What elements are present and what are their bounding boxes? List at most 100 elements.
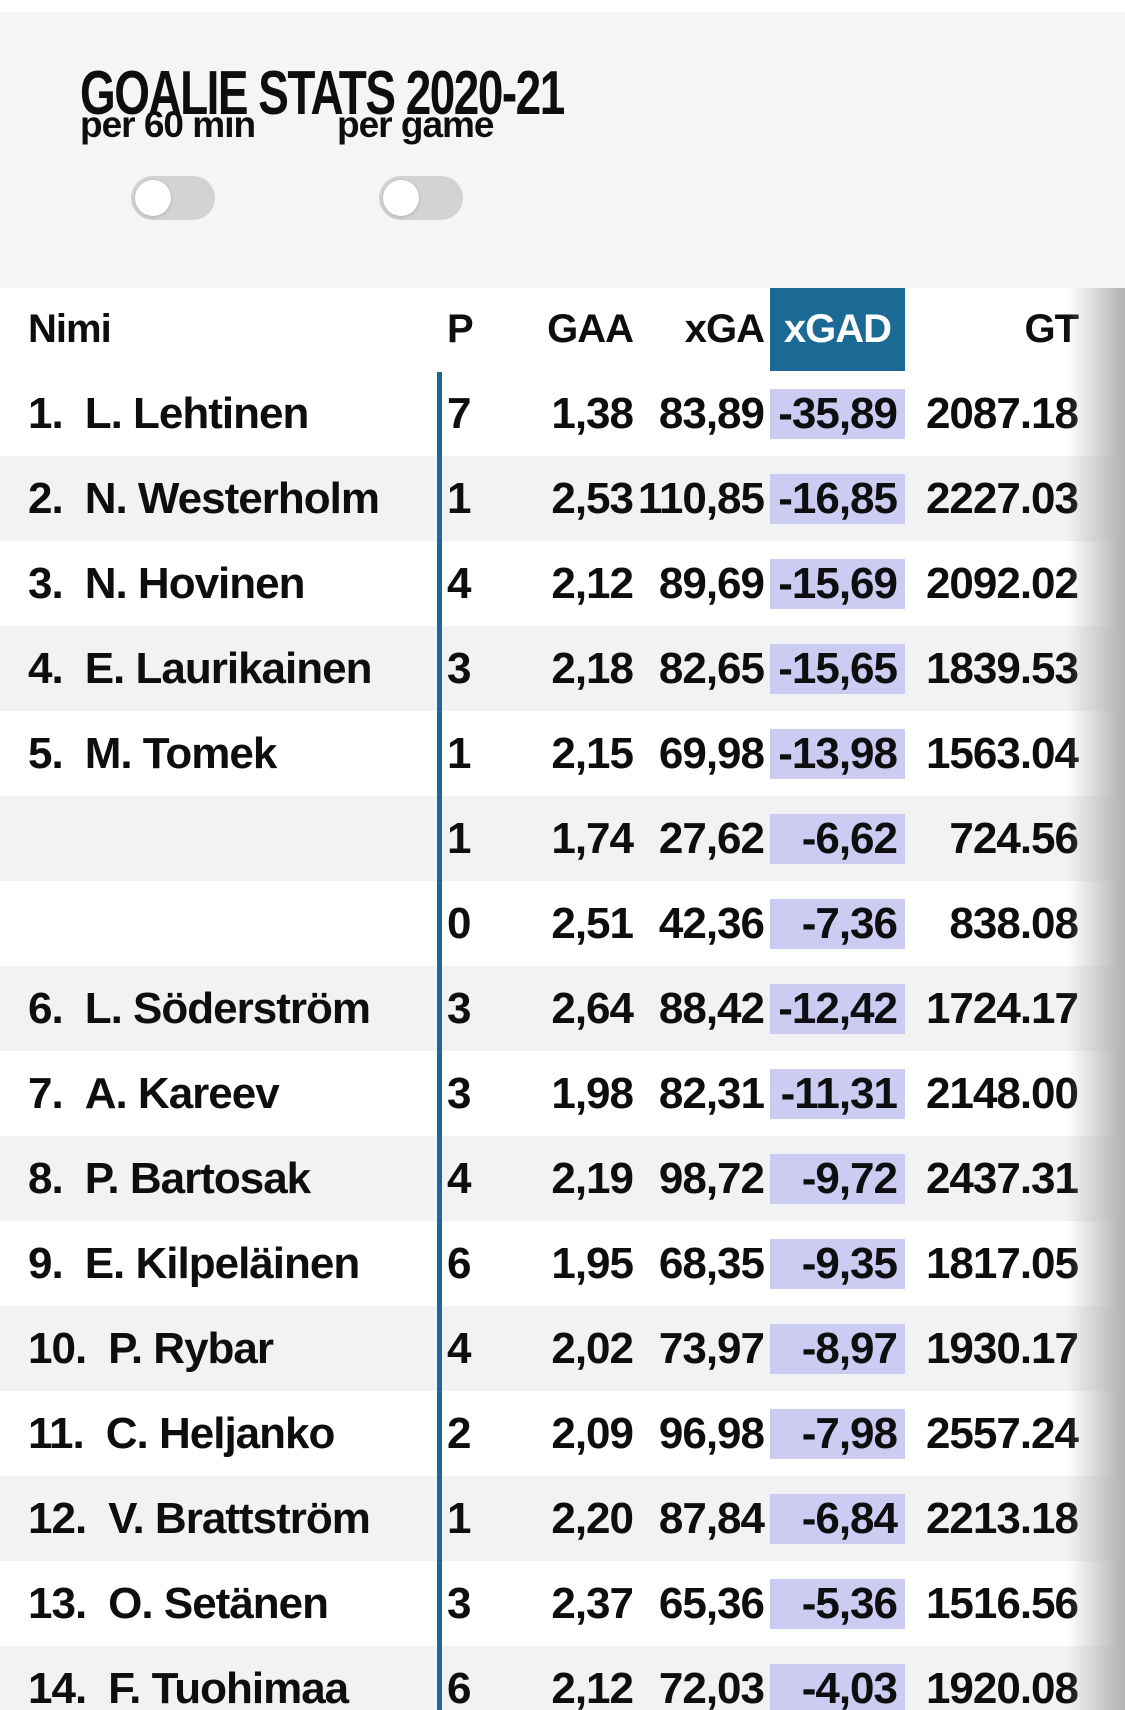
p-cell: 1 xyxy=(447,473,471,523)
table-row: 5. M. Tomek 1 2,15 69,98 -13,98 1563.04 xyxy=(0,711,1125,796)
gaa-cell: 1,95 xyxy=(551,1238,634,1288)
p-cell: 3 xyxy=(447,1578,471,1628)
gt-cell: 2227.03 xyxy=(925,473,1079,523)
player-name: E. Kilpeläinen xyxy=(84,1238,361,1288)
table-body: 1. L. Lehtinen 7 1,38 83,89 -35,89 2087.18 2. N.… xyxy=(0,371,1125,1710)
table-row: 11. C. Heljanko 2 2,09 96,98 -7,98 2557.24 xyxy=(0,1391,1125,1476)
player-rank: 1. xyxy=(28,388,64,438)
per-game-toggle[interactable] xyxy=(379,176,463,220)
gaa-cell: 2,12 xyxy=(551,558,634,608)
goalie-stats-table[interactable]: Nimi P GAA xGA xGAD GT 1. L. Lehtinen 7 1,3… xyxy=(0,288,1125,1710)
player-rank: 3. xyxy=(28,558,64,608)
player-rank: 13. xyxy=(28,1578,87,1628)
gt-cell: 724.56 xyxy=(949,813,1079,863)
player-name: A. Kareev xyxy=(84,1068,280,1118)
player-name: N. Westerholm xyxy=(84,473,380,523)
column-header-xgad-selected[interactable]: xGAD xyxy=(770,288,905,371)
player-rank: 4. xyxy=(28,643,64,693)
gaa-cell: 2,18 xyxy=(551,643,634,693)
player-name: P. Rybar xyxy=(108,1323,274,1373)
xgad-cell: -5,36 xyxy=(770,1578,905,1629)
gt-cell: 1817.05 xyxy=(925,1238,1079,1288)
xga-cell: 68,35 xyxy=(658,1238,765,1288)
xga-cell: 82,65 xyxy=(658,643,765,693)
table-row: 9. E. Kilpeläinen 6 1,95 68,35 -9,35 1817.05 xyxy=(0,1221,1125,1306)
gt-cell: 1920.08 xyxy=(925,1663,1079,1710)
p-cell: 4 xyxy=(447,1153,471,1203)
gaa-cell: 2,12 xyxy=(551,1663,634,1710)
player-name-cell: 3. N. Hovinen xyxy=(0,559,437,609)
column-header-gaa[interactable]: GAA xyxy=(547,307,634,351)
gt-cell: 838.08 xyxy=(949,898,1079,948)
xga-cell: 89,69 xyxy=(658,558,765,608)
page-title: GOALIE STATS 2020-21 xyxy=(80,58,565,128)
player-name-cell: 6. L. Söderström xyxy=(0,984,437,1034)
gt-cell: 1839.53 xyxy=(925,643,1079,693)
gaa-cell: 2,20 xyxy=(551,1493,634,1543)
p-cell: 1 xyxy=(447,1493,471,1543)
table-row: 7. A. Kareev 3 1,98 82,31 -11,31 2148.00 xyxy=(0,1051,1125,1136)
xgad-cell: -15,69 xyxy=(770,558,905,609)
gt-cell: 2092.02 xyxy=(925,558,1079,608)
xgad-cell: -16,85 xyxy=(770,473,905,524)
player-name: E. Laurikainen xyxy=(84,643,373,693)
table-row: 13. O. Setänen 3 2,37 65,36 -5,36 1516.56 xyxy=(0,1561,1125,1646)
xga-cell: 42,36 xyxy=(658,898,765,948)
player-name: V. Brattström xyxy=(108,1493,371,1543)
player-name: F. Tuohimaa xyxy=(108,1663,349,1710)
gaa-cell: 1,98 xyxy=(551,1068,634,1118)
toggle-label-per-60-min: per 60 min xyxy=(80,104,256,145)
player-name-cell: 8. P. Bartosak xyxy=(0,1154,437,1204)
player-name: O. Setänen xyxy=(108,1578,329,1628)
p-cell: 6 xyxy=(447,1238,471,1288)
player-name: C. Heljanko xyxy=(105,1408,336,1458)
column-header-xga[interactable]: xGA xyxy=(684,307,765,351)
gaa-cell: 1,38 xyxy=(551,388,634,438)
per-60-min-toggle[interactable] xyxy=(131,176,215,220)
gt-cell: 2213.18 xyxy=(925,1493,1079,1543)
table-row: 1 1,74 27,62 -6,62 724.56 xyxy=(0,796,1125,881)
table-row: 1. L. Lehtinen 7 1,38 83,89 -35,89 2087.18 xyxy=(0,371,1125,456)
table-row: 14. F. Tuohimaa 6 2,12 72,03 -4,03 1920.08 xyxy=(0,1646,1125,1710)
p-cell: 4 xyxy=(447,558,471,608)
column-header-p[interactable]: P xyxy=(447,307,474,351)
player-rank: 5. xyxy=(28,728,64,778)
player-name-cell: 10. P. Rybar xyxy=(0,1324,437,1374)
player-name: M. Tomek xyxy=(84,728,278,778)
toggle-label-per-game: per game xyxy=(337,104,495,145)
gt-cell: 2437.31 xyxy=(925,1153,1079,1203)
player-name-cell: 5. M. Tomek xyxy=(0,729,437,779)
xga-cell: 65,36 xyxy=(658,1578,765,1628)
gaa-cell: 2,15 xyxy=(551,728,634,778)
p-cell: 3 xyxy=(447,983,471,1033)
gt-cell: 1724.17 xyxy=(925,983,1079,1033)
xgad-cell: -35,89 xyxy=(770,388,905,439)
player-rank: 2. xyxy=(28,473,64,523)
gt-cell: 1563.04 xyxy=(925,728,1079,778)
p-cell: 4 xyxy=(447,1323,471,1373)
xga-cell: 110,85 xyxy=(637,473,765,523)
xgad-cell: -11,31 xyxy=(770,1068,905,1119)
xgad-cell: -9,72 xyxy=(770,1153,905,1204)
column-header-nimi[interactable]: Nimi xyxy=(28,307,112,351)
player-rank: 12. xyxy=(28,1493,87,1543)
player-rank: 6. xyxy=(28,983,64,1033)
xga-cell: 72,03 xyxy=(658,1663,765,1710)
player-name-cell: 11. C. Heljanko xyxy=(0,1409,437,1459)
xga-cell: 98,72 xyxy=(658,1153,765,1203)
xga-cell: 27,62 xyxy=(658,813,765,863)
xgad-cell: -7,36 xyxy=(770,898,905,949)
xgad-cell: -15,65 xyxy=(770,643,905,694)
xgad-cell: -9,35 xyxy=(770,1238,905,1289)
p-cell: 1 xyxy=(447,813,471,863)
p-cell: 7 xyxy=(447,388,471,438)
player-name-cell: 7. A. Kareev xyxy=(0,1069,437,1119)
xgad-cell: -4,03 xyxy=(770,1663,905,1710)
toggle-knob xyxy=(383,180,419,216)
xga-cell: 82,31 xyxy=(658,1068,765,1118)
player-name: L. Lehtinen xyxy=(84,388,310,438)
p-cell: 3 xyxy=(447,1068,471,1118)
table-row: 2. N. Westerholm 1 2,53 110,85 -16,85 2227.03 xyxy=(0,456,1125,541)
gt-cell: 2148.00 xyxy=(925,1068,1079,1118)
column-header-gt[interactable]: GT xyxy=(1024,307,1079,351)
